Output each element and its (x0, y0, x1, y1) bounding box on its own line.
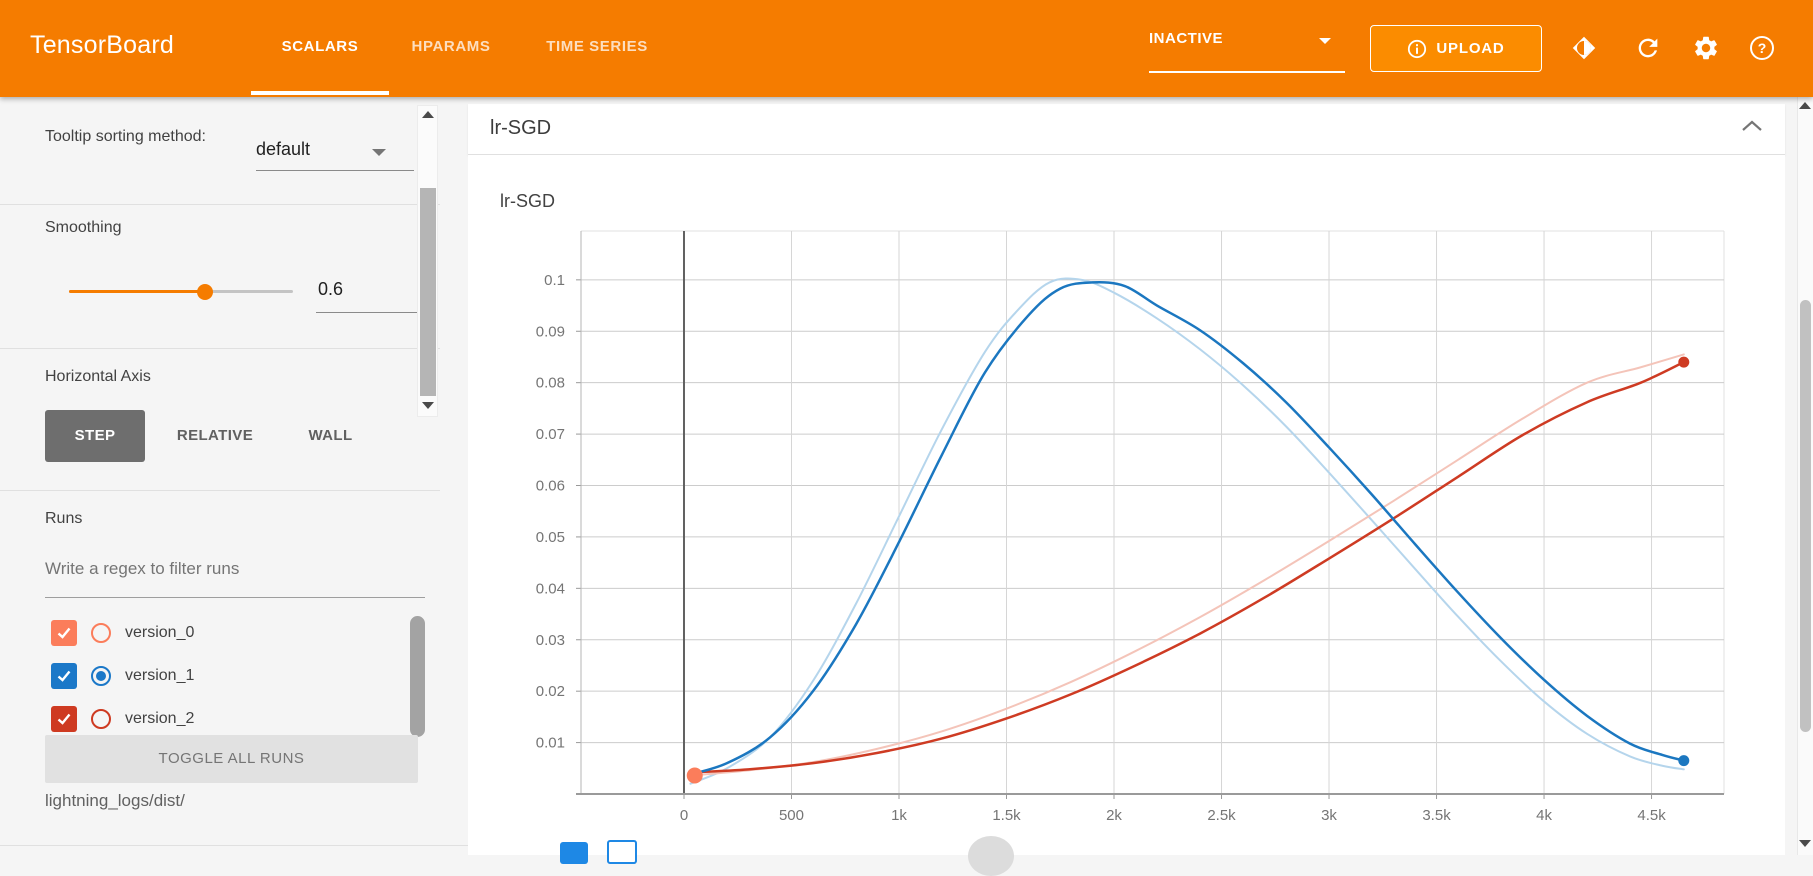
tooltip-sorting-label: Tooltip sorting method: (45, 128, 206, 145)
run-checkbox[interactable] (51, 619, 77, 646)
svg-text:0.1: 0.1 (544, 272, 565, 289)
chevron-up-icon[interactable] (1741, 120, 1763, 132)
horizontal-axis-label: Horizontal Axis (45, 368, 151, 385)
log-directory-label: lightning_logs/dist/ (45, 791, 185, 810)
select-underline (1149, 71, 1345, 73)
experiment-status-value: INACTIVE (1149, 30, 1224, 47)
axis-step-button[interactable]: STEP (45, 410, 145, 462)
tooltip-sorting-select[interactable]: default (256, 139, 311, 159)
svg-text:2.5k: 2.5k (1207, 807, 1236, 824)
scroll-down-icon[interactable] (422, 402, 434, 409)
svg-text:3.5k: 3.5k (1422, 807, 1451, 824)
scroll-up-icon[interactable] (422, 111, 434, 118)
svg-text:0.08: 0.08 (536, 375, 565, 392)
active-tab-indicator (251, 91, 389, 95)
svg-text:0.04: 0.04 (536, 580, 565, 597)
select-underline (256, 170, 414, 171)
run-name: version_0 (125, 623, 195, 641)
help-icon[interactable]: ? (1748, 34, 1776, 62)
runs-filter-input[interactable]: Write a regex to filter runs (45, 559, 240, 578)
smoothing-value-input[interactable]: 0.6 (318, 279, 344, 299)
experiment-status-select[interactable]: INACTIVE (1149, 30, 1345, 73)
scrollbar-thumb[interactable] (420, 188, 436, 396)
divider (0, 845, 468, 846)
divider (0, 490, 440, 491)
svg-text:0.02: 0.02 (536, 683, 565, 700)
run-selector-fab[interactable] (968, 836, 1014, 876)
svg-text:4.5k: 4.5k (1637, 807, 1666, 824)
runs-label: Runs (45, 510, 83, 527)
divider (0, 204, 440, 205)
chart-title: lr-SGD (500, 191, 555, 211)
tab-hparams[interactable]: HPARAMS (411, 38, 491, 55)
runs-scrollbar-thumb[interactable] (410, 616, 425, 737)
run-row-version_0[interactable]: version_0 (51, 619, 194, 646)
smoothing-slider-thumb[interactable] (197, 284, 213, 300)
svg-text:1.5k: 1.5k (992, 807, 1021, 824)
upload-button[interactable]: UPLOAD (1370, 25, 1542, 72)
run-name: version_1 (125, 666, 195, 684)
run-row-version_1[interactable]: version_1 (51, 662, 194, 689)
svg-text:1k: 1k (891, 807, 907, 824)
run-checkbox[interactable] (51, 705, 77, 732)
scalar-chart-card: lr-SGD 0.01 0.02 0.03 0.04 0.05 0.06 0.07 0.08 0… (468, 155, 1785, 876)
svg-text:4k: 4k (1536, 807, 1552, 824)
svg-text:0: 0 (680, 807, 688, 824)
run-checkbox[interactable] (51, 662, 77, 689)
category-title: lr-SGD (490, 117, 552, 139)
svg-text:2k: 2k (1106, 807, 1122, 824)
category-header[interactable]: lr-SGD (468, 104, 1785, 155)
svg-text:0.09: 0.09 (536, 323, 565, 340)
run-row-version_2[interactable]: version_2 (51, 705, 194, 732)
input-underline (45, 597, 425, 598)
run-radio[interactable] (91, 622, 111, 643)
brightness-icon[interactable] (1570, 34, 1598, 62)
tab-scalars[interactable]: SCALARS (281, 38, 359, 55)
chevron-down-icon (372, 149, 386, 156)
svg-text:0.03: 0.03 (536, 632, 565, 649)
svg-text:0.06: 0.06 (536, 478, 565, 495)
radio-dot (96, 670, 106, 681)
smoothing-label: Smoothing (45, 219, 122, 236)
scroll-down-icon[interactable] (1799, 840, 1811, 847)
app-header: TensorBoard SCALARS HPARAMS TIME SERIES … (0, 0, 1813, 97)
scroll-up-icon[interactable] (1799, 102, 1811, 109)
chevron-down-icon (1319, 38, 1331, 44)
data-table-icon[interactable] (607, 840, 637, 864)
svg-text:0.07: 0.07 (536, 426, 565, 443)
tab-time-series[interactable]: TIME SERIES (546, 38, 648, 55)
check-icon (57, 713, 71, 725)
toggle-all-runs-button[interactable]: TOGGLE ALL RUNS (45, 735, 418, 783)
info-icon (1408, 39, 1427, 58)
check-icon (57, 670, 71, 682)
svg-text:0.05: 0.05 (536, 529, 565, 546)
fullscreen-icon[interactable] (560, 842, 588, 864)
smoothing-slider-fill (69, 290, 205, 293)
svg-text:500: 500 (779, 807, 804, 824)
app-title: TensorBoard (30, 31, 174, 59)
check-icon (57, 627, 71, 639)
settings-sidebar: Tooltip sorting method: default Smoothin… (0, 97, 468, 855)
axis-wall-button[interactable]: WALL (308, 427, 353, 444)
refresh-icon[interactable] (1634, 34, 1662, 62)
svg-text:3k: 3k (1321, 807, 1337, 824)
input-underline (316, 312, 420, 313)
upload-label: UPLOAD (1436, 40, 1505, 57)
svg-text:0.01: 0.01 (536, 735, 565, 752)
run-radio[interactable] (91, 665, 111, 686)
svg-text:?: ? (1758, 40, 1767, 56)
run-radio[interactable] (91, 708, 111, 729)
lr-sgd-chart[interactable]: 0.01 0.02 0.03 0.04 0.05 0.06 0.07 0.08 0.09 0.1 0… (468, 155, 1785, 855)
axis-relative-button[interactable]: RELATIVE (176, 427, 254, 444)
settings-icon[interactable] (1692, 34, 1720, 62)
divider (0, 348, 440, 349)
run-name: version_2 (125, 709, 195, 727)
page-scrollbar-thumb[interactable] (1800, 300, 1811, 732)
